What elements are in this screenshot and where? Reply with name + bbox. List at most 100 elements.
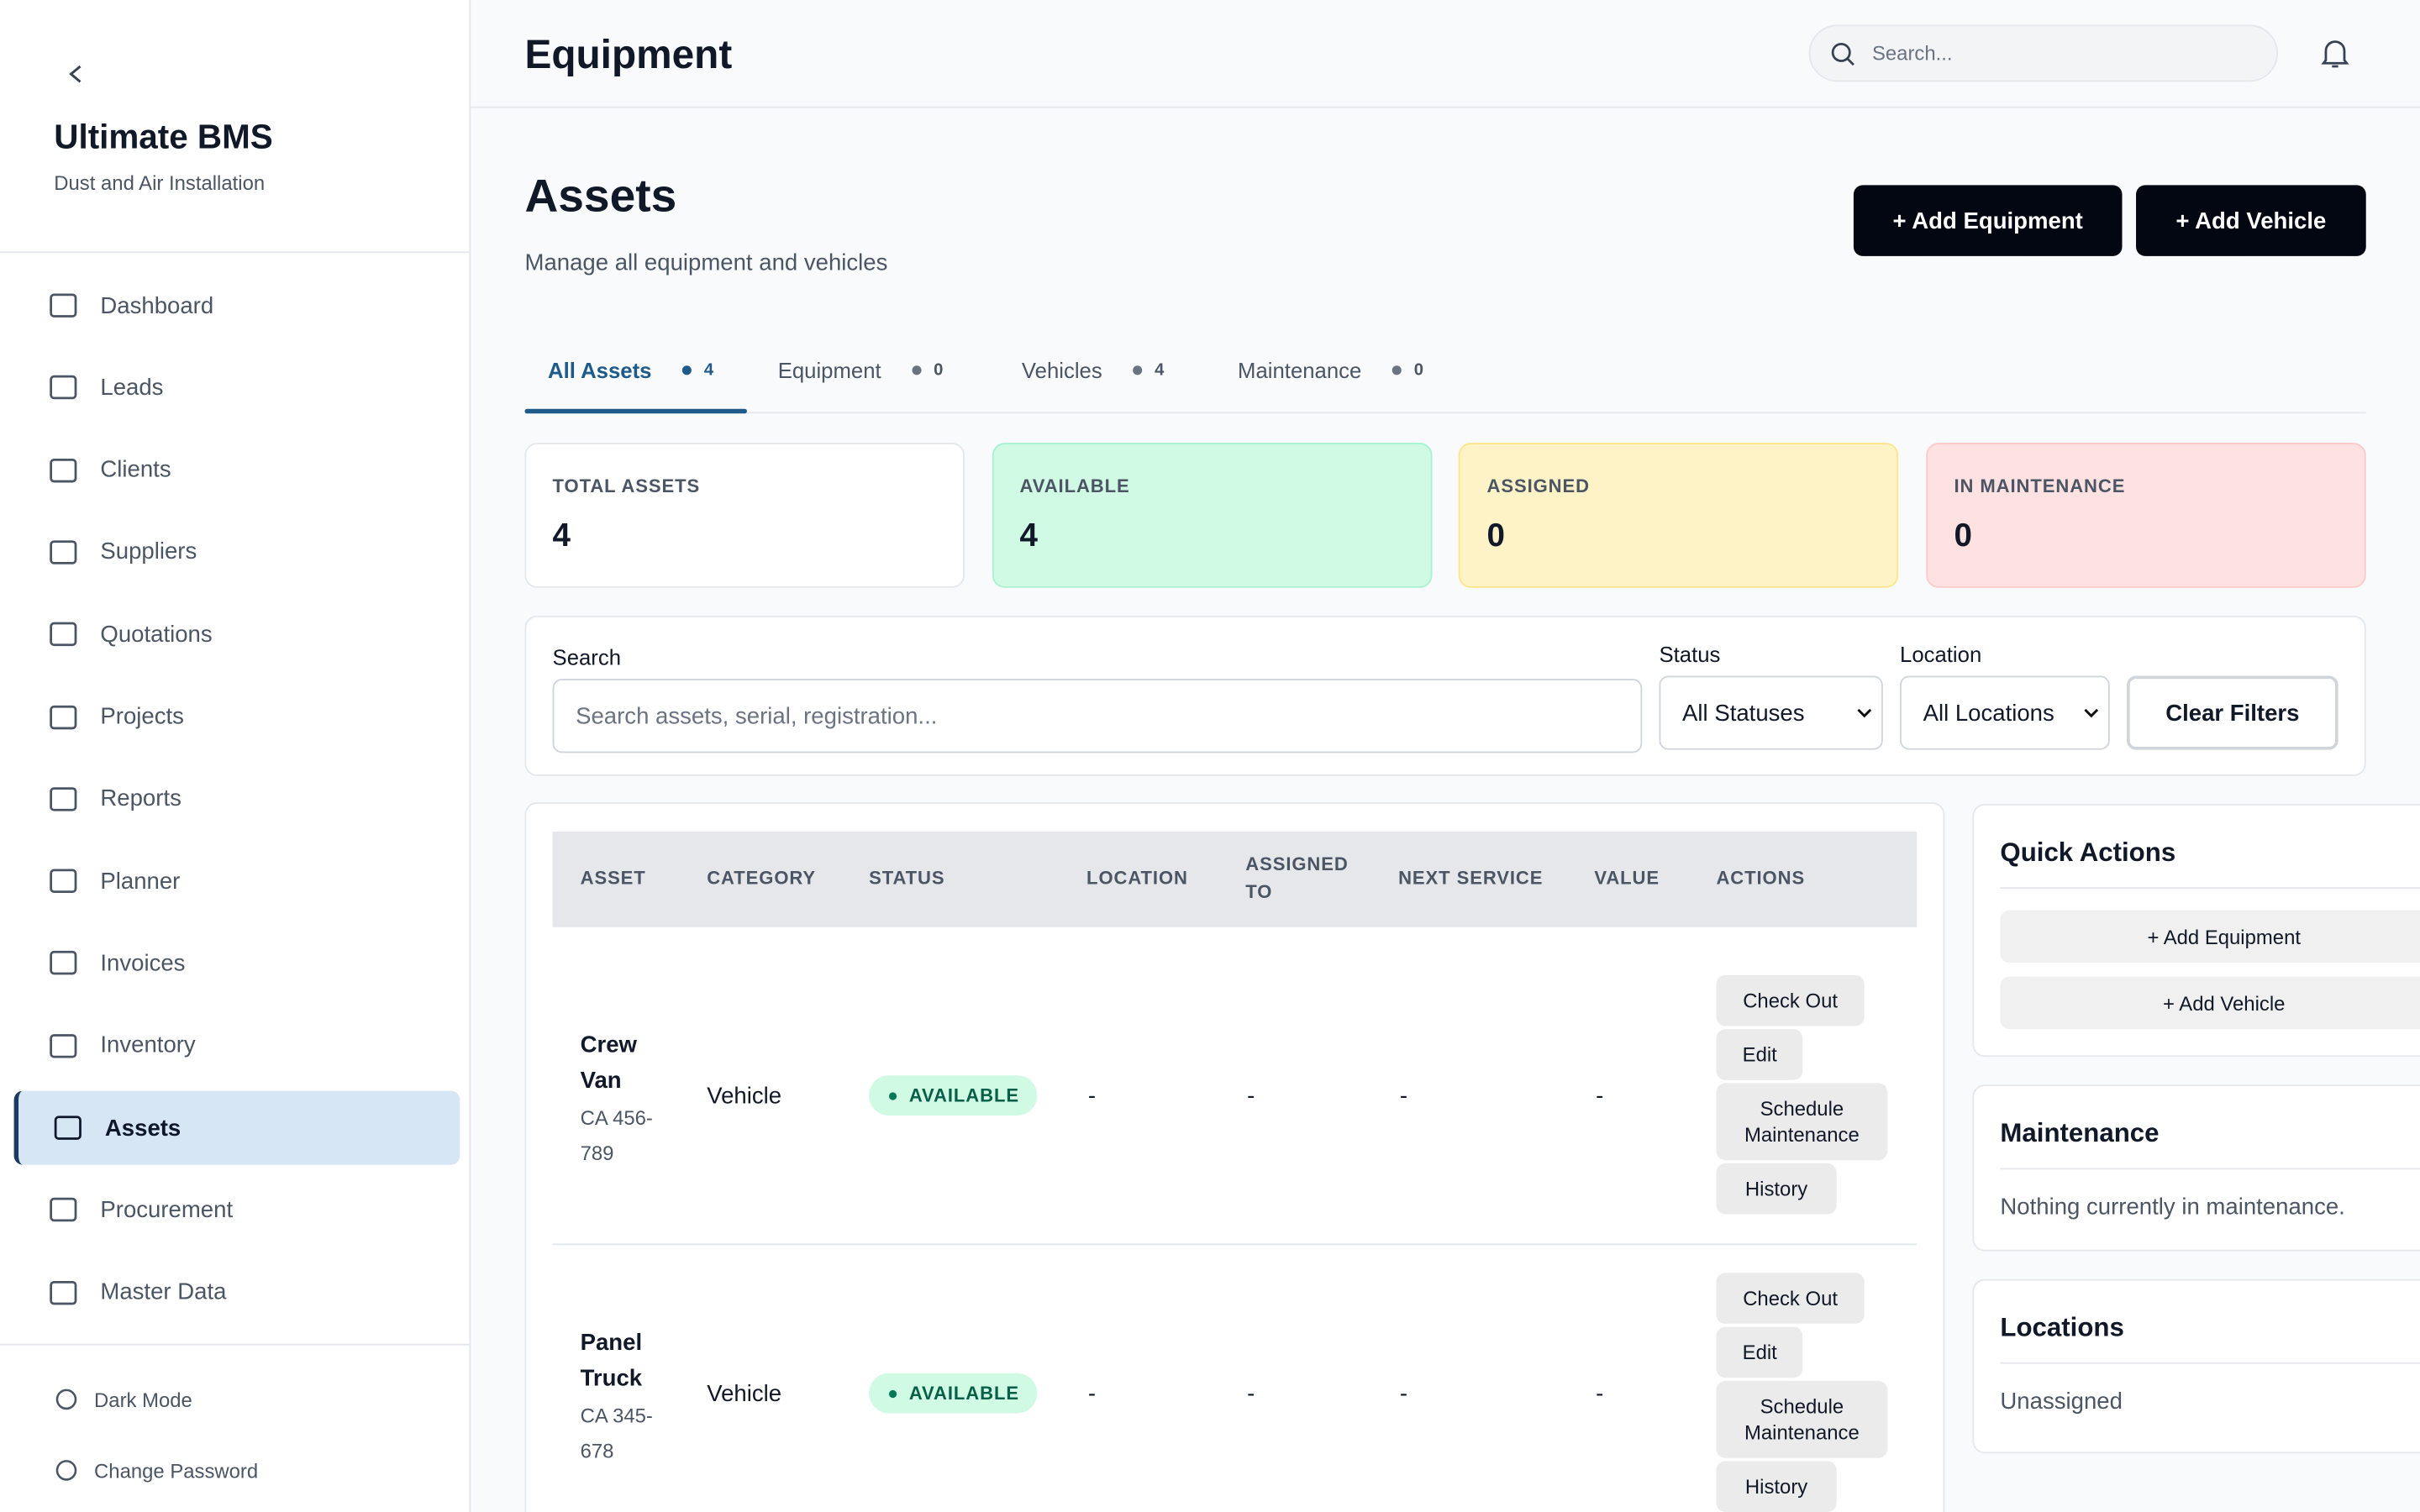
tab[interactable]: Maintenance 0 bbox=[1238, 358, 1423, 382]
tab[interactable]: All Assets 4 bbox=[548, 358, 713, 382]
search-label: Search bbox=[552, 644, 622, 670]
divider bbox=[0, 1343, 470, 1346]
location-item: Unassigned bbox=[2000, 1389, 2123, 1415]
nav-item[interactable]: Suppliers bbox=[14, 515, 455, 589]
footer-label: Change Password bbox=[94, 1458, 259, 1483]
footer-item[interactable]: Dark Mode bbox=[54, 1387, 192, 1411]
nav-label: Planner bbox=[100, 868, 181, 895]
nav-icon bbox=[50, 869, 77, 894]
nav-label: Invoices bbox=[100, 950, 186, 977]
table-card bbox=[524, 802, 1945, 1512]
nav-item[interactable]: Projects bbox=[14, 680, 455, 753]
stat-card: TOTAL ASSETS 4 bbox=[524, 443, 965, 588]
nav-label: Suppliers bbox=[100, 538, 197, 565]
stat-card: ASSIGNED 0 bbox=[1459, 443, 1899, 588]
nav-item[interactable]: Master Data bbox=[14, 1255, 455, 1329]
nav-icon bbox=[50, 951, 77, 976]
placeholder: Search assets, serial, registration... bbox=[576, 702, 938, 729]
column-header: CATEGORY bbox=[707, 867, 817, 889]
action-button[interactable]: Edit bbox=[1716, 1326, 1803, 1378]
asset-id: CA 456-789 bbox=[580, 1105, 653, 1165]
row-divider bbox=[552, 1243, 1918, 1246]
tab-label: Maintenance bbox=[1238, 358, 1362, 383]
nav-item[interactable]: Procurement bbox=[14, 1173, 455, 1247]
tab[interactable]: Vehicles 4 bbox=[1022, 358, 1164, 382]
nav-label: Dashboard bbox=[100, 292, 214, 319]
search-input[interactable]: Search assets, serial, registration... bbox=[552, 679, 1643, 753]
action-button[interactable]: History bbox=[1716, 1461, 1837, 1512]
search-box[interactable]: Search... bbox=[1808, 24, 2279, 82]
nav-item[interactable]: Reports bbox=[14, 762, 455, 836]
card-rule bbox=[2000, 1168, 2420, 1170]
action-button[interactable]: History bbox=[1716, 1163, 1837, 1215]
stat-label: AVAILABLE bbox=[1019, 475, 1130, 497]
nav-label: Procurement bbox=[100, 1196, 234, 1224]
tab-count: 0 bbox=[934, 360, 944, 380]
asset-name: Crew Van bbox=[580, 1032, 637, 1095]
nav-label: Clients bbox=[100, 456, 171, 484]
tab-dot bbox=[912, 365, 922, 375]
column-header: ASSET bbox=[580, 867, 646, 889]
nav-icon bbox=[50, 458, 77, 482]
status-select[interactable]: All Statuses bbox=[1659, 675, 1883, 750]
nav-item[interactable]: Planner bbox=[14, 844, 455, 918]
nav-label: Projects bbox=[100, 703, 184, 730]
notifications[interactable] bbox=[2321, 39, 2349, 70]
back-button[interactable] bbox=[65, 63, 87, 85]
action-button[interactable]: Check Out bbox=[1716, 974, 1865, 1026]
action-button[interactable]: Schedule Maintenance bbox=[1716, 1380, 1888, 1458]
nav-label: Master Data bbox=[100, 1278, 227, 1306]
tab-label: Vehicles bbox=[1021, 358, 1102, 383]
location-select[interactable]: All Locations bbox=[1900, 675, 2110, 750]
column-header: NEXT SERVICE bbox=[1398, 867, 1544, 889]
footer-label: Dark Mode bbox=[94, 1388, 192, 1411]
nav-item[interactable]: Quotations bbox=[14, 597, 455, 671]
stat-label: ASSIGNED bbox=[1486, 475, 1590, 497]
clear-filters-button[interactable]: Clear Filters bbox=[2127, 675, 2338, 750]
nav-item[interactable]: Dashboard bbox=[14, 269, 455, 343]
page-subtitle: Manage all equipment and vehicles bbox=[524, 249, 888, 276]
search-placeholder: Search... bbox=[1871, 41, 1953, 66]
tab-label: All Assets bbox=[548, 358, 652, 383]
location: - bbox=[1087, 1083, 1097, 1110]
app-name: Ultimate BMS bbox=[54, 117, 273, 156]
next-service: - bbox=[1399, 1083, 1408, 1110]
stat-value: 0 bbox=[1486, 518, 1505, 554]
filter-card: Search Search assets, serial, registrati… bbox=[524, 615, 2366, 776]
nav-icon bbox=[50, 1198, 77, 1222]
card-text: Nothing currently in maintenance. bbox=[2000, 1194, 2345, 1221]
nav-item[interactable]: Assets bbox=[13, 1090, 460, 1165]
footer-icon bbox=[55, 1389, 77, 1410]
nav-item[interactable]: Invoices bbox=[14, 927, 455, 1000]
nav-icon bbox=[50, 540, 77, 564]
nav-label: Inventory bbox=[100, 1032, 196, 1059]
add-vehicle-button[interactable]: + Add Vehicle bbox=[2136, 185, 2366, 256]
stat-value: 4 bbox=[552, 518, 571, 554]
category: Vehicle bbox=[707, 1083, 782, 1110]
nav-label: Reports bbox=[100, 785, 182, 812]
nav-icon bbox=[54, 1116, 82, 1140]
card-rule bbox=[2000, 1362, 2420, 1364]
nav-item[interactable]: Leads bbox=[14, 350, 455, 424]
nav-item[interactable]: Inventory bbox=[14, 1009, 455, 1083]
tab-dot bbox=[682, 365, 692, 375]
nav-icon bbox=[50, 1033, 77, 1058]
quick-add-vehicle[interactable]: + Add Vehicle bbox=[2000, 976, 2420, 1030]
quick-add-equipment[interactable]: + Add Equipment bbox=[2000, 910, 2420, 963]
maintenance-card: Maintenance Nothing currently in mainten… bbox=[1972, 1084, 2420, 1252]
action-button[interactable]: Check Out bbox=[1716, 1273, 1865, 1324]
action-button[interactable]: Schedule Maintenance bbox=[1716, 1083, 1888, 1161]
nav-item[interactable]: Clients bbox=[14, 433, 455, 507]
stat-label: TOTAL ASSETS bbox=[552, 475, 701, 497]
locations-card: Locations Unassigned bbox=[1972, 1278, 2420, 1454]
nav-icon bbox=[50, 375, 77, 400]
tab-count: 4 bbox=[1155, 360, 1165, 380]
footer-item[interactable]: Change Password bbox=[54, 1458, 258, 1483]
tab-label: Equipment bbox=[777, 358, 881, 383]
add-equipment-button[interactable]: + Add Equipment bbox=[1853, 185, 2123, 256]
action-button[interactable]: Edit bbox=[1716, 1029, 1803, 1080]
tab[interactable]: Equipment 0 bbox=[778, 358, 944, 382]
quick-actions-card: Quick Actions + Add Equipment + Add Vehi… bbox=[1972, 803, 2420, 1058]
